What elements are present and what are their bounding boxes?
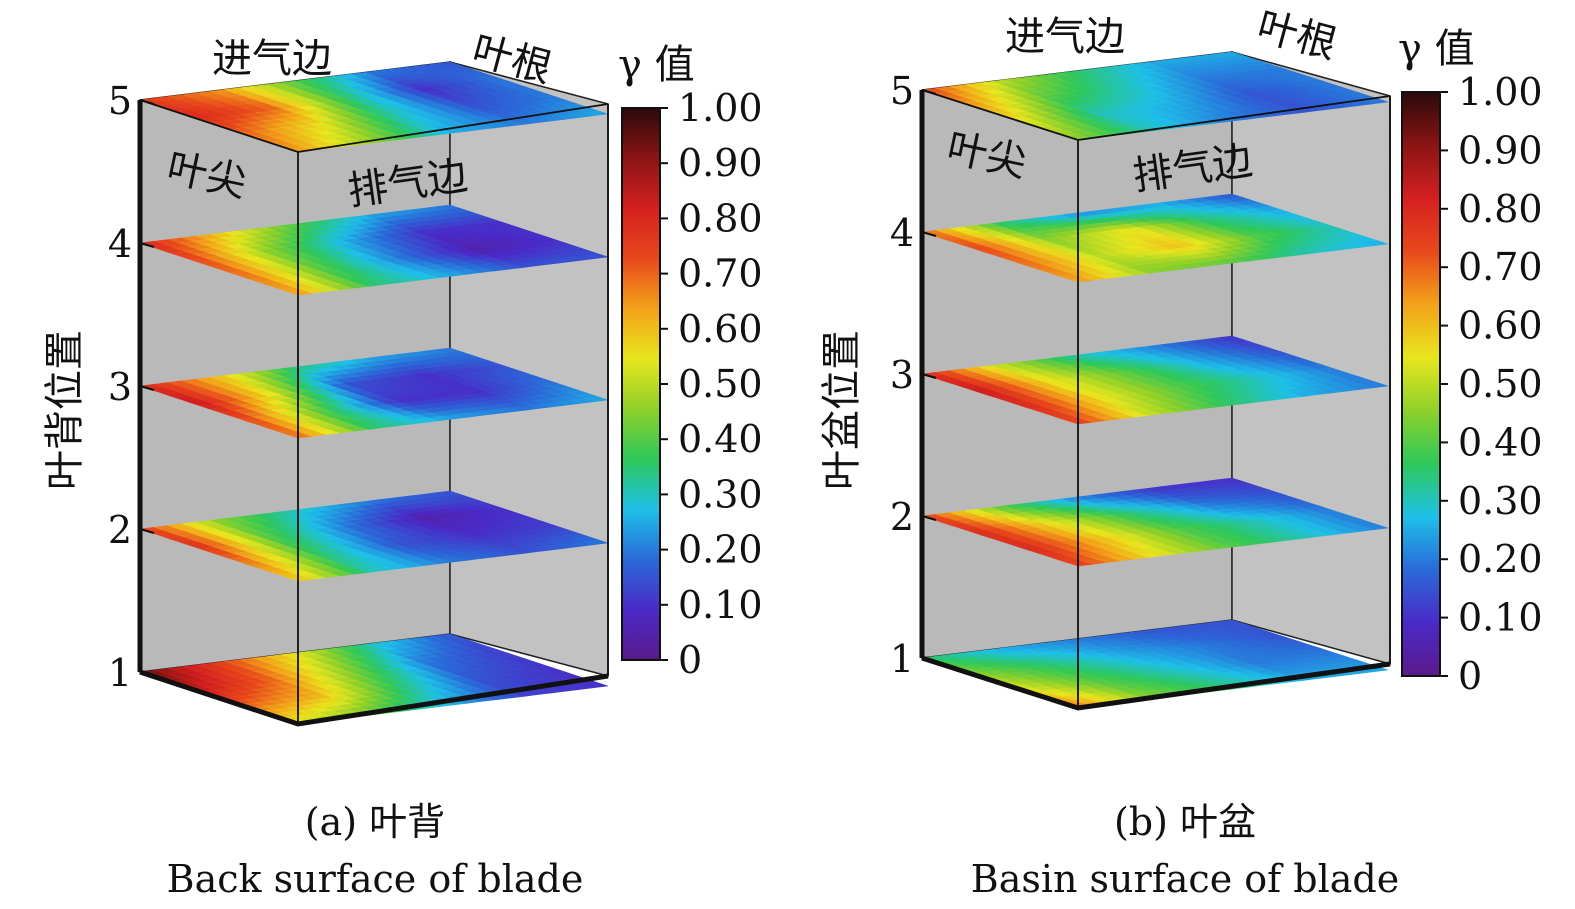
colorbar-b-title: γ 值 <box>1398 26 1475 72</box>
colorbar-tick-label: 0.30 <box>678 472 763 516</box>
layer-3 <box>139 347 609 439</box>
colorbar-tick-label: 0.10 <box>678 583 763 627</box>
level-tick <box>139 99 155 105</box>
layer-cell <box>1364 382 1389 389</box>
panel-b-label-root: 叶根 <box>1252 3 1341 68</box>
panel-a-layers <box>139 61 609 725</box>
panel-a-caption-en: Back surface of blade <box>167 857 584 901</box>
level-tick-label: 2 <box>890 495 914 539</box>
colorbar-gradient <box>1401 91 1441 677</box>
level-tick-label: 3 <box>890 353 914 397</box>
box-bottom-edge <box>139 669 609 727</box>
level-tick-label: 1 <box>108 651 132 695</box>
layer-2 <box>139 490 609 582</box>
colorbar-tick-label: 0.60 <box>1458 304 1543 348</box>
layer-5 <box>921 51 1389 141</box>
layer-cell <box>1364 240 1389 247</box>
layer-3 <box>921 335 1389 425</box>
level-tick <box>921 89 937 95</box>
colorbar-a-title: γ 值 <box>618 42 695 88</box>
colorbar-tick-label: 1.00 <box>678 86 763 130</box>
level-tick <box>921 657 937 663</box>
colorbar-tick-label: 0.50 <box>678 362 763 406</box>
panel-b-level-ticks: 1 2 3 4 5 <box>890 69 937 681</box>
panel-b-ylabel: 叶盆位置 <box>819 330 865 490</box>
colorbar-tick-label: 0.30 <box>1458 479 1543 523</box>
level-tick-label: 4 <box>108 222 132 266</box>
level-tick <box>139 528 155 534</box>
level-tick-label: 5 <box>108 79 132 123</box>
panel-a-caption-cn: (a) 叶背 <box>305 800 445 844</box>
layer-4 <box>139 204 609 296</box>
level-tick-label: 1 <box>890 637 914 681</box>
panel-a-ylabel: 叶背位置 <box>42 330 88 490</box>
level-tick <box>139 242 155 248</box>
panel-a-level-ticks: 1 2 3 4 5 <box>108 79 155 695</box>
colorbar-tick-label: 0 <box>678 638 702 682</box>
layer-1 <box>139 633 609 725</box>
level-tick <box>921 515 937 521</box>
panel-a-label-inlet-edge: 进气边 <box>212 36 332 82</box>
colorbar-tick-label: 1.00 <box>1458 70 1543 114</box>
layer-2 <box>921 477 1389 567</box>
panel-b-label-inlet-edge: 进气边 <box>1005 14 1125 60</box>
colorbar-tick-label: 0.80 <box>1458 187 1543 231</box>
layer-1 <box>921 619 1389 709</box>
colorbar-tick-label: 0.70 <box>678 252 763 296</box>
colorbar-tick-label: 0 <box>1458 654 1482 698</box>
colorbar-tick-label: 0.90 <box>1458 128 1543 172</box>
colorbar-gradient <box>621 107 661 661</box>
colorbar-tick-label: 0.70 <box>1458 245 1543 289</box>
level-tick-label: 4 <box>890 211 914 255</box>
panel-b-caption-cn: (b) 叶盆 <box>1114 800 1256 844</box>
colorbar-tick-label: 0.80 <box>678 196 763 240</box>
level-tick-label: 2 <box>108 508 132 552</box>
colorbar-tick-label: 0.60 <box>678 307 763 351</box>
colorbar-tick-label: 0.40 <box>1458 420 1543 464</box>
colorbar-a: γ 值 1.00 0.90 0.80 0.70 0.60 0.50 0.40 0.30 0.20… <box>618 42 763 682</box>
box-top-edge <box>921 89 1391 141</box>
colorbar-b: γ 值 1.00 0.90 0.80 0.70 0.60 0.50 0.40 0.30 0.20… <box>1398 26 1543 698</box>
layer-4 <box>921 193 1389 283</box>
panel-b-caption-en: Basin surface of blade <box>971 857 1399 901</box>
level-tick <box>921 373 937 379</box>
colorbar-tick-label: 0.10 <box>1458 596 1543 640</box>
panel-b-layers <box>921 51 1389 709</box>
layer-cell <box>583 682 609 689</box>
layer-cell <box>1364 98 1389 105</box>
colorbar-tick-label: 0.20 <box>678 528 763 572</box>
layer-cell <box>1364 524 1389 531</box>
colorbar-tick-label: 0.90 <box>678 141 763 185</box>
colorbar-tick-label: 0.50 <box>1458 362 1543 406</box>
level-tick <box>139 671 155 677</box>
level-tick-label: 3 <box>108 365 132 409</box>
level-tick <box>921 231 937 237</box>
box-bottom-edge <box>921 655 1391 711</box>
level-tick-label: 5 <box>890 69 914 113</box>
colorbar-tick-label: 0.20 <box>1458 537 1543 581</box>
colorbar-tick-label: 0.40 <box>678 417 763 461</box>
level-tick <box>139 385 155 391</box>
box-top-edge <box>139 99 609 153</box>
